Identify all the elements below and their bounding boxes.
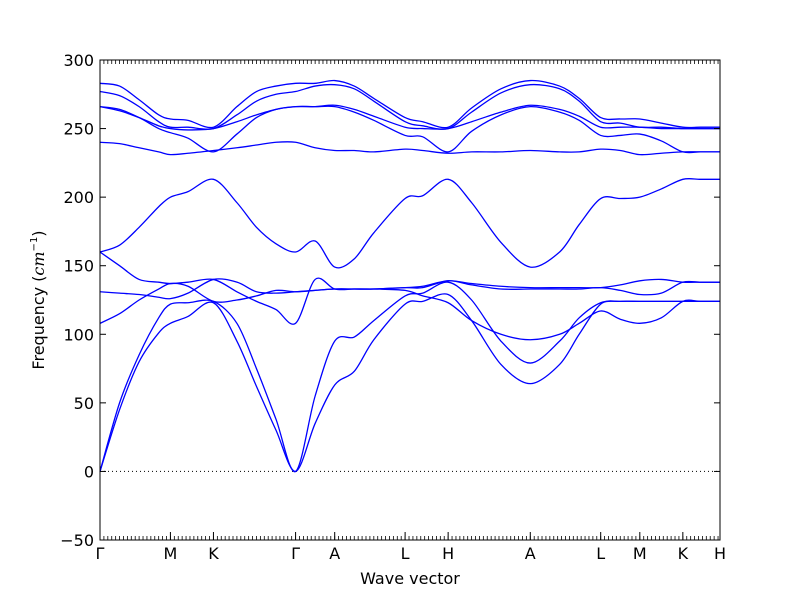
y-tick-label: 100 xyxy=(63,325,94,344)
y-axis-label: Frequency (cm−1) xyxy=(29,230,48,369)
plot-frame xyxy=(99,59,721,541)
x-tick-label: M xyxy=(633,544,647,563)
band-10 xyxy=(99,83,720,130)
x-tick-label: H xyxy=(714,544,726,563)
x-tick-label: K xyxy=(678,544,689,563)
x-tick-label: L xyxy=(596,544,605,563)
y-tick-label: 50 xyxy=(74,394,94,413)
x-axis-label: Wave vector xyxy=(360,569,460,588)
y-tick-label: 250 xyxy=(63,120,94,139)
band-2 xyxy=(99,281,720,473)
dispersion-bands xyxy=(99,79,720,473)
x-tick-label: Γ xyxy=(291,544,300,563)
plot-border xyxy=(99,59,721,541)
x-tick-label: H xyxy=(442,544,454,563)
band-6 xyxy=(99,177,720,269)
y-tick-label: 200 xyxy=(63,188,94,207)
x-tick-label: L xyxy=(401,544,410,563)
x-tick-label: A xyxy=(525,544,536,563)
y-axis-unit: cm xyxy=(29,251,48,275)
band-5 xyxy=(99,251,720,325)
x-tick-label: M xyxy=(164,544,178,563)
y-tick-label: −50 xyxy=(60,531,94,550)
band-7 xyxy=(99,141,720,156)
band-11 xyxy=(99,79,720,129)
plot-background xyxy=(100,60,720,540)
x-tick-label: K xyxy=(208,544,219,563)
x-tick-label: Γ xyxy=(96,544,105,563)
band-9 xyxy=(99,104,720,131)
y-axis-label-text: Frequency xyxy=(29,287,48,370)
y-tick-label: 300 xyxy=(63,51,94,70)
y-tick-label: 0 xyxy=(84,462,94,481)
x-tick-label: A xyxy=(329,544,340,563)
plot-area xyxy=(100,60,720,540)
y-tick-label: 150 xyxy=(63,257,94,276)
band-8 xyxy=(99,105,720,154)
band-3 xyxy=(99,282,720,341)
y-axis-unit-power: −1 xyxy=(29,237,40,252)
